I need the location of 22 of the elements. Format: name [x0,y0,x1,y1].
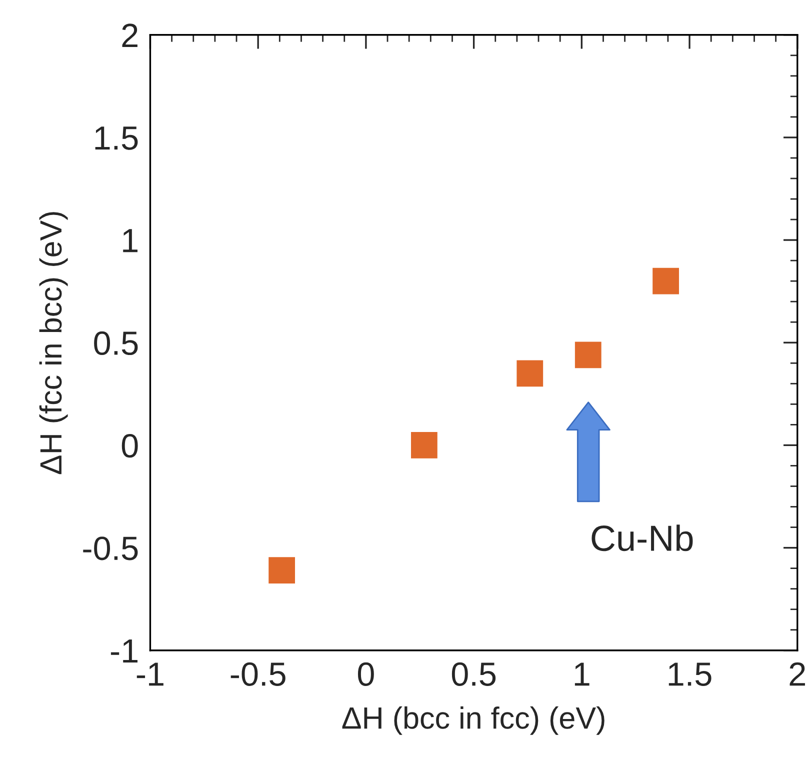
x-tick-label: -0.5 [230,662,286,686]
annotation: Cu-Nb [592,524,693,552]
y-tick-label: -1 [110,640,138,662]
y-tick-label: 0 [122,434,138,458]
y-tick-label: 1 [123,229,138,252]
x-tick-label: 0.5 [452,662,496,686]
point [652,268,679,294]
x-tick-label: -1 [136,662,164,686]
y-tick-label: 0.5 [94,331,138,356]
y-tick-label: 2 [122,24,138,47]
y-tick-label: 1.5 [95,126,138,150]
point [516,360,544,387]
point [268,557,296,584]
x-tick-label: 1.5 [668,662,712,686]
x-tick-label: 2 [790,662,805,686]
y-axis-title: ΔH (fcc in bcc) (eV) [39,212,68,474]
x-tick-label: 0 [358,662,374,686]
x-tick-label: 1 [574,662,590,686]
x-axis-title: ΔH (bcc in fcc) (eV) [342,706,604,735]
point [410,432,438,458]
y-tick-label: -0.5 [83,536,138,560]
point [574,342,602,368]
